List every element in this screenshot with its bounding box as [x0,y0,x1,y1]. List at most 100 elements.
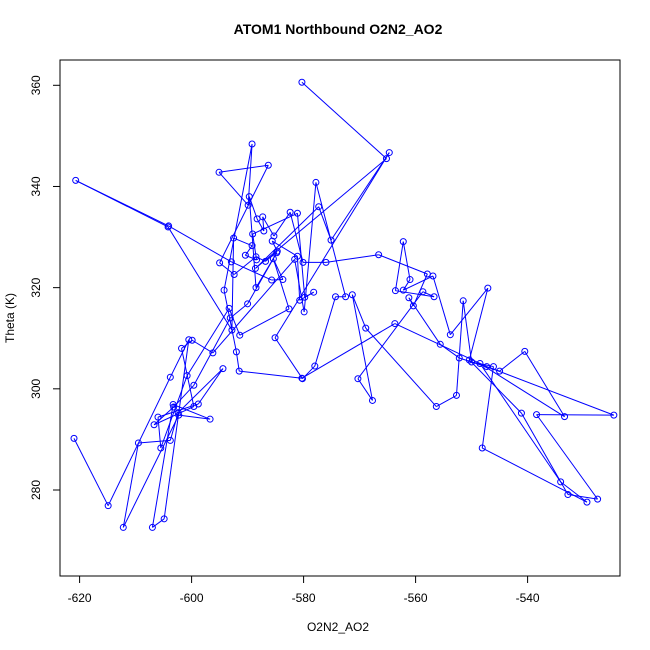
data-point [362,324,370,332]
series-segment [167,226,233,331]
data-point [391,287,399,295]
series-segment [482,447,588,503]
series-segment [314,296,336,367]
series-segment [365,327,437,407]
series-segment [271,279,283,281]
data-point [419,288,427,296]
data-point [188,336,196,344]
data-point [409,302,417,310]
series-segment [218,171,249,206]
series-segment [271,240,298,257]
series-segment [432,275,451,335]
series-segment [481,366,494,449]
series-segment [231,261,272,281]
data-point [300,308,308,316]
series-segment [107,376,171,506]
data-point [230,234,238,242]
series-segment [272,258,290,310]
data-point [311,362,319,370]
data-point [174,409,182,417]
data-point [269,255,277,263]
series-segment [378,254,428,275]
series-segment [521,412,569,495]
data-point [436,340,444,348]
data-point [594,495,602,503]
series-segment [247,143,253,206]
data-point [228,326,236,334]
data-point [220,286,228,294]
data-point [322,258,330,266]
data-point [244,201,252,209]
data-point [150,421,158,429]
data-point [227,258,235,266]
series-segment [469,359,522,414]
data-point [293,252,301,260]
series-segment [325,254,379,263]
data-point [262,257,270,265]
data-point [166,436,174,444]
data-point [465,356,473,364]
y-tick-label: 280 [29,480,43,500]
data-point [327,236,335,244]
x-tick-label: -580 [292,591,316,605]
series-segment [479,363,562,483]
series-segment [255,252,278,288]
series-segment [177,368,224,413]
data-point [206,415,214,423]
y-tick-label: 360 [29,75,43,95]
data-point [298,374,306,382]
series-segment [229,303,248,319]
series-segment [157,403,199,418]
series-segment [486,366,615,416]
data-point [557,478,565,486]
data-point [610,411,618,419]
data-point [299,258,307,266]
data-point [521,347,529,355]
series-segment [163,339,190,519]
series-segment [357,291,424,380]
series-segment [122,442,139,528]
data-point [489,363,497,371]
series-segment [181,348,195,407]
series-segment [436,394,457,407]
series-segment [273,211,291,237]
series-segment [168,225,232,263]
series-segment [239,370,302,379]
data-point [382,155,390,163]
data-point [253,256,261,264]
data-point [259,213,267,221]
data-point [170,403,178,411]
series-segment [75,179,169,227]
data-point [235,367,243,375]
x-axis: -620 -600 -580 -560 -540 [68,575,540,605]
series-segment [274,337,303,379]
data-point [476,360,484,368]
data-point [70,434,78,442]
series-segment [402,279,411,291]
series-segment [178,414,211,420]
series-segment [395,290,435,298]
series-segment [449,287,489,336]
x-tick-label: -600 [180,591,204,605]
series-points [70,78,618,531]
series-segment [479,363,565,418]
series-segment [351,294,367,329]
series-segment [239,308,290,336]
series-segment [301,81,387,160]
data-point [561,413,569,421]
data-point [249,230,257,238]
data-point [260,227,268,235]
data-point [252,284,260,292]
data-point [468,358,476,366]
series-segment [218,164,269,173]
data-point [160,515,168,523]
data-point [252,253,260,261]
data-point [236,331,244,339]
series-segment [422,291,435,298]
data-point [301,293,309,301]
data-point [178,344,186,352]
chart-title: ATOM1 Northbound O2N2_AO2 [234,21,443,37]
data-point [399,238,407,246]
series-segment [153,406,175,426]
data-point [432,403,440,411]
